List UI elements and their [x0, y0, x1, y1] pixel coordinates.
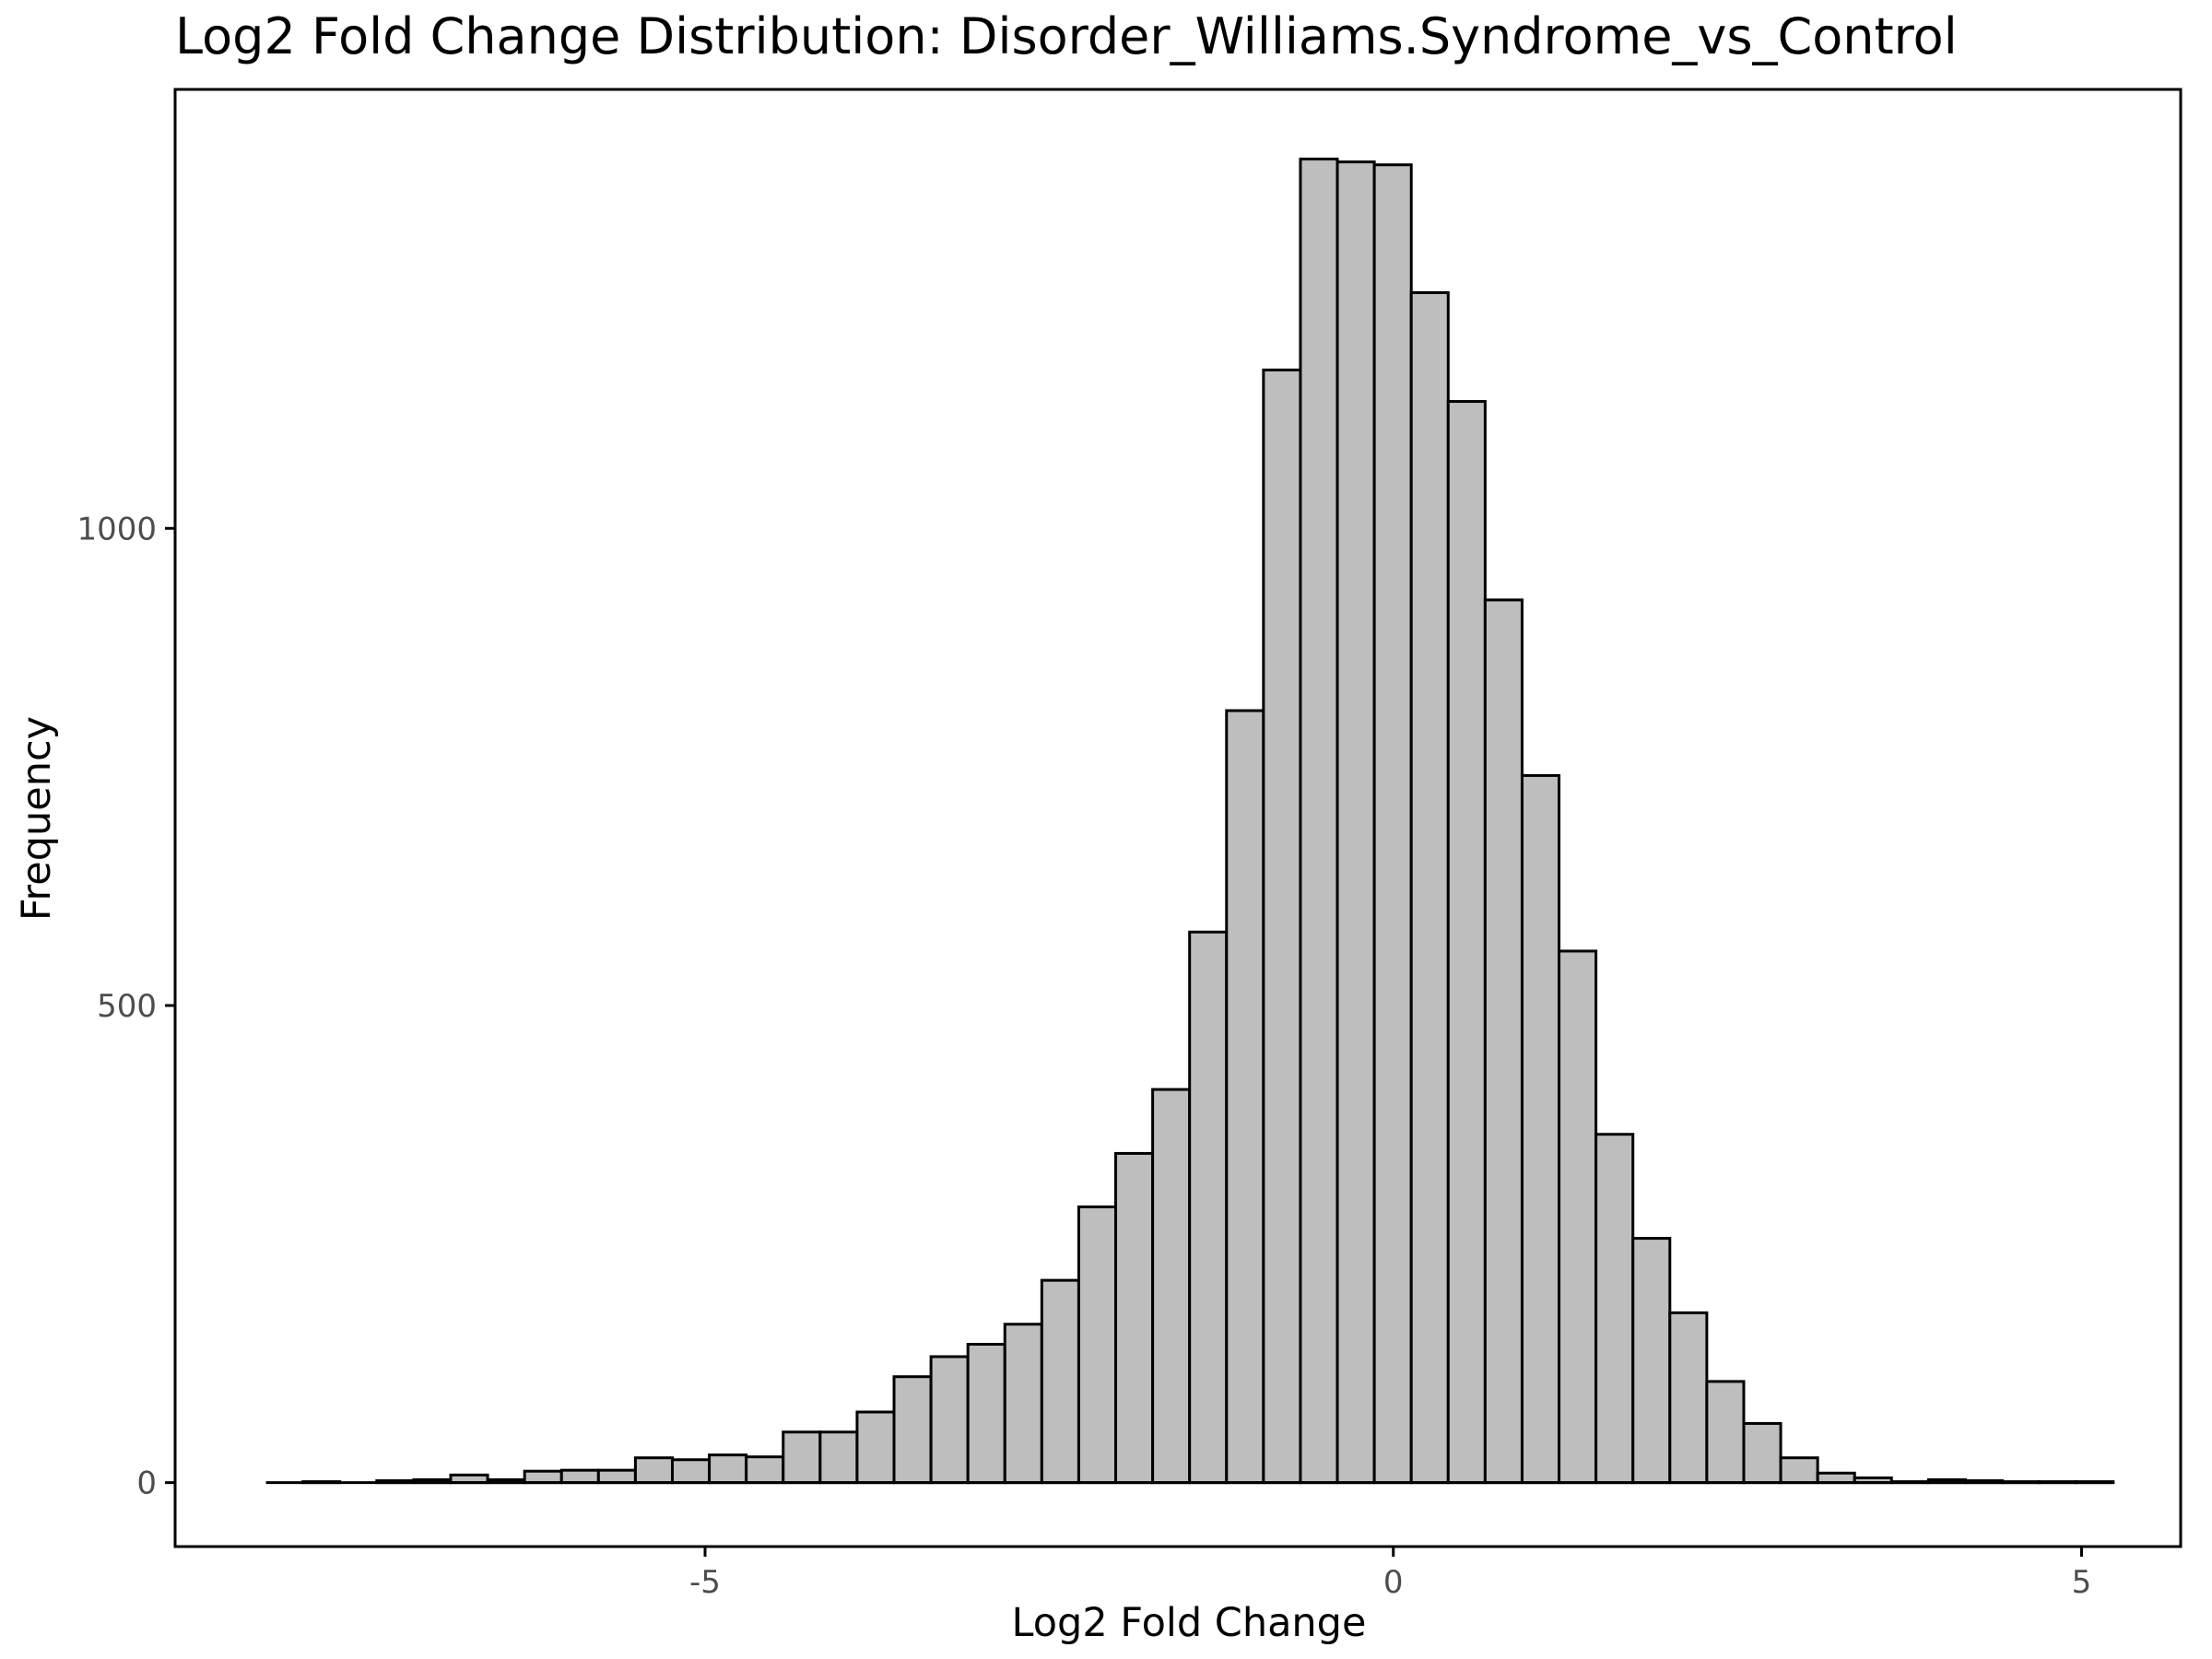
y-axis-tick-label: 500: [97, 988, 157, 1025]
histogram-bar: [1816, 1471, 1856, 1485]
histogram-bar: [671, 1458, 712, 1485]
histogram-bar: [1040, 1278, 1080, 1485]
histogram-bar: [633, 1456, 674, 1485]
x-axis-tick-label: 5: [2072, 1564, 2092, 1601]
histogram-bar: [782, 1430, 822, 1485]
histogram-bar: [1335, 160, 1376, 1485]
histogram-bar: [1299, 158, 1339, 1485]
histogram-bar: [1668, 1311, 1709, 1485]
histogram-bar: [1151, 1088, 1192, 1485]
histogram-bar: [1409, 291, 1450, 1485]
chart-title: Log2 Fold Change Distribution: Disorder_…: [175, 7, 1958, 65]
histogram-bar: [892, 1375, 933, 1485]
histogram-bar: [1114, 1151, 1155, 1485]
histogram-bar: [1558, 949, 1598, 1485]
histogram-bar: [559, 1468, 600, 1485]
y-axis-tick-label: 0: [136, 1465, 157, 1502]
histogram-bar: [596, 1468, 637, 1485]
y-axis: 0 500 1000: [76, 511, 175, 1502]
histogram-bar: [1594, 1133, 1635, 1485]
histogram-bar: [1003, 1323, 1043, 1485]
histogram-bar: [523, 1469, 563, 1485]
x-axis-tick-label: -5: [689, 1564, 721, 1601]
histogram-bar: [1077, 1205, 1118, 1485]
histogram-bar: [855, 1410, 896, 1485]
histogram-bar: [1631, 1237, 1672, 1485]
histogram-bar: [1262, 368, 1302, 1485]
x-axis-title: Log2 Fold Change: [1012, 1600, 1367, 1646]
histogram-bar: [1188, 930, 1229, 1485]
histogram-bar: [1446, 400, 1487, 1485]
y-axis-title: Frequency: [14, 716, 60, 921]
histogram-bars: [301, 158, 2115, 1485]
plot-panel-border: [173, 88, 2183, 1548]
histogram-bar: [929, 1355, 970, 1485]
histogram-bar: [708, 1453, 748, 1485]
histogram-bar: [966, 1343, 1006, 1485]
histogram-bar: [1372, 163, 1413, 1485]
y-axis-tick-label: 1000: [76, 511, 157, 547]
histogram-bar: [818, 1430, 859, 1485]
histogram-bar: [1520, 773, 1561, 1485]
histogram-bar: [1483, 598, 1524, 1485]
histogram-bar: [1705, 1380, 1746, 1485]
x-axis: -5 0 5: [689, 1547, 2091, 1601]
histogram-bar: [1225, 709, 1265, 1485]
histogram-bar: [745, 1455, 785, 1485]
histogram-bar: [1779, 1456, 1819, 1485]
x-axis-tick-label: 0: [1383, 1564, 1404, 1601]
histogram-bar: [1742, 1421, 1783, 1485]
